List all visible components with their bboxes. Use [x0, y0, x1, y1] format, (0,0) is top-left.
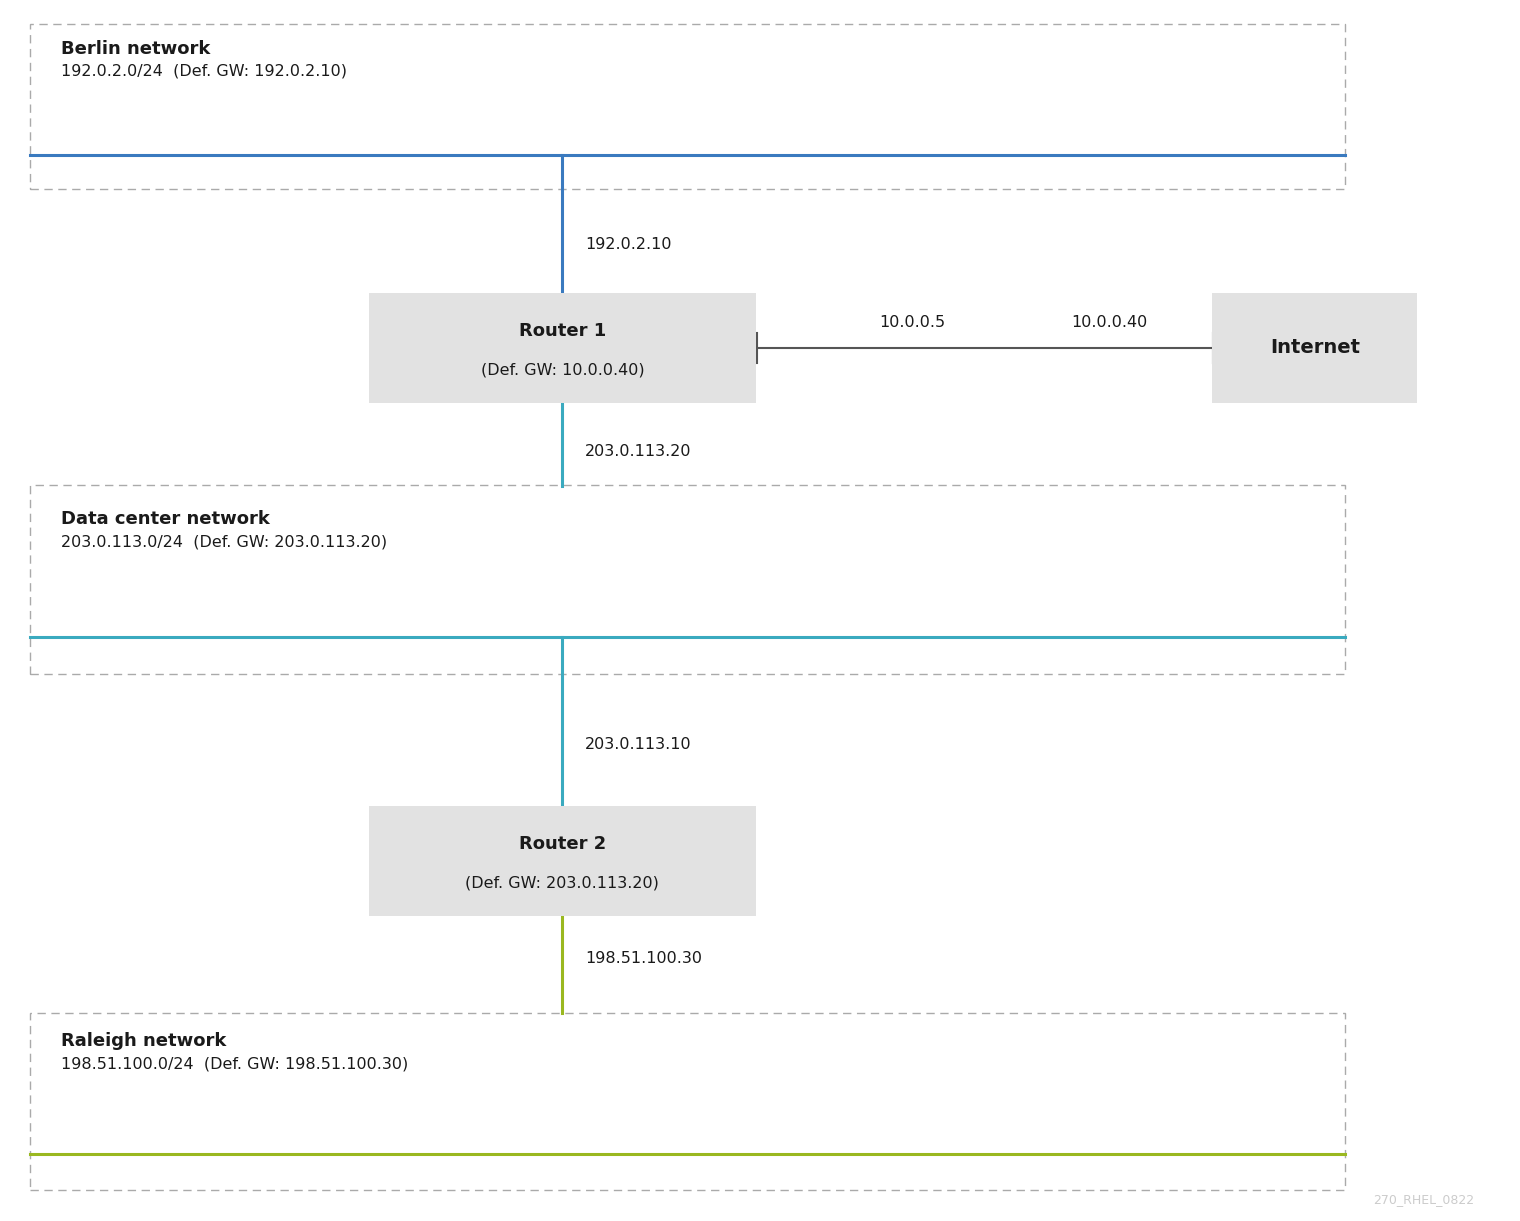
Text: 270_RHEL_0822: 270_RHEL_0822	[1373, 1193, 1474, 1206]
Text: Berlin network: Berlin network	[61, 40, 210, 59]
Text: 203.0.113.20: 203.0.113.20	[585, 444, 692, 459]
Text: (Def. GW: 203.0.113.20): (Def. GW: 203.0.113.20)	[465, 875, 660, 890]
Text: (Def. GW: 10.0.0.40): (Def. GW: 10.0.0.40)	[480, 363, 644, 377]
Text: 198.51.100.30: 198.51.100.30	[585, 951, 702, 966]
Text: Data center network: Data center network	[61, 510, 269, 529]
FancyBboxPatch shape	[368, 293, 757, 403]
Text: 10.0.0.5: 10.0.0.5	[879, 315, 945, 330]
Text: Raleigh network: Raleigh network	[61, 1032, 226, 1050]
Text: 198.51.100.0/24  (Def. GW: 198.51.100.30): 198.51.100.0/24 (Def. GW: 198.51.100.30)	[61, 1056, 407, 1071]
Text: 192.0.2.10: 192.0.2.10	[585, 237, 672, 252]
Text: 192.0.2.0/24  (Def. GW: 192.0.2.10): 192.0.2.0/24 (Def. GW: 192.0.2.10)	[61, 63, 347, 78]
Text: 203.0.113.10: 203.0.113.10	[585, 737, 692, 752]
Text: 203.0.113.0/24  (Def. GW: 203.0.113.20): 203.0.113.0/24 (Def. GW: 203.0.113.20)	[61, 535, 388, 549]
Text: 10.0.0.40: 10.0.0.40	[1072, 315, 1148, 330]
FancyBboxPatch shape	[368, 806, 757, 916]
Text: Router 2: Router 2	[518, 835, 606, 852]
Text: Router 1: Router 1	[518, 322, 606, 339]
Text: Internet: Internet	[1269, 338, 1360, 358]
FancyBboxPatch shape	[1213, 293, 1417, 403]
